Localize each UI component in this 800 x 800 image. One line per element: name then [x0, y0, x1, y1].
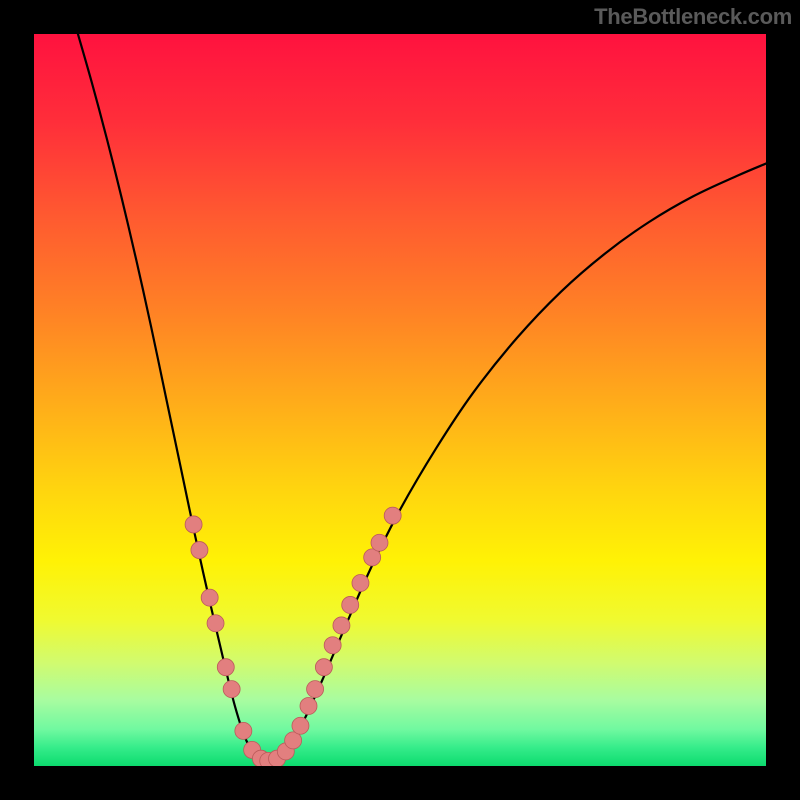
data-marker	[352, 575, 369, 592]
data-marker	[191, 542, 208, 559]
data-marker	[342, 596, 359, 613]
data-marker	[315, 659, 332, 676]
data-marker	[307, 681, 324, 698]
bottleneck-curve	[78, 34, 766, 761]
chart-svg	[34, 34, 766, 766]
data-marker	[384, 507, 401, 524]
data-marker	[207, 615, 224, 632]
data-marker	[223, 681, 240, 698]
data-marker	[235, 722, 252, 739]
data-marker	[324, 637, 341, 654]
data-marker	[292, 717, 309, 734]
data-marker	[201, 589, 218, 606]
data-marker	[333, 617, 350, 634]
data-marker	[185, 516, 202, 533]
data-marker	[371, 534, 388, 551]
data-marker	[300, 697, 317, 714]
chart-frame: TheBottleneck.com	[0, 0, 800, 800]
plot-area	[34, 34, 766, 766]
data-marker	[217, 659, 234, 676]
attribution-text: TheBottleneck.com	[594, 4, 792, 30]
